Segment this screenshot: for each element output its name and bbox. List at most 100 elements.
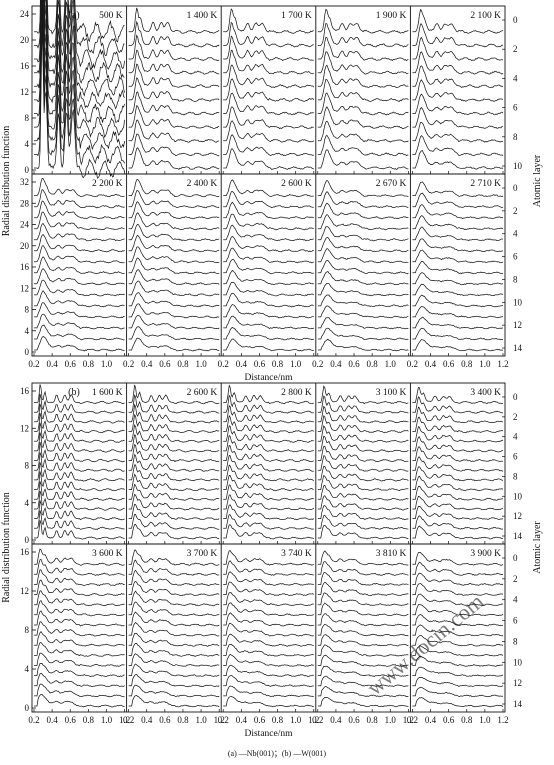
panel-1-row-0-layer-tick-1: 2 bbox=[513, 412, 518, 422]
panel-0-row-1-subplot-4-layer-10-curve bbox=[412, 226, 504, 242]
panel-1-row-1-subplot-2-layer-6-curve bbox=[223, 633, 314, 647]
panel-1-row-0-subplot-2-layer-2-curve bbox=[223, 504, 315, 521]
panel-1-row-0-subplot-1-layer-4-curve bbox=[128, 483, 220, 501]
panel-1-row-0-subplot-4-layer-14-curve bbox=[412, 387, 504, 405]
panel-0-row-1-layer-tick-4: 8 bbox=[513, 274, 518, 284]
panel-1-row-1-subplot-0-layer-9-curve bbox=[34, 600, 125, 617]
panel-0-row-1-subplot-3-layer-12-curve bbox=[317, 202, 409, 220]
panel-1-row-1-layer-tick-0: 0 bbox=[513, 553, 518, 563]
panel-1-row-0-subplot-3-layer-0-curve bbox=[317, 525, 409, 540]
panel-0-row-1-subplot-3 bbox=[317, 179, 409, 352]
panel-1-xlabel: Distance/nm bbox=[244, 729, 293, 739]
panel-1-row-0-layer-tick-4: 8 bbox=[513, 471, 518, 481]
panel-1-row-1-subplot-0-layer-7-curve bbox=[34, 621, 125, 637]
panel-0-row-0-subplot-1-layer-1-curve bbox=[128, 133, 220, 157]
panel-0-row-1-subplot-1-layer-14-curve bbox=[128, 178, 220, 198]
panel-1-row-1-subplot-1-layer-0-curve bbox=[128, 694, 220, 708]
panel-1-row-1-subplot-3-layer-5-curve bbox=[317, 644, 409, 657]
panel-0-row-0-layer-tick-5: 10 bbox=[513, 161, 523, 171]
panel-1-row-0-subplot-4-layer-3-curve bbox=[412, 495, 504, 511]
panel-0-row-0-subplot-0-layer-3-curve bbox=[34, 0, 125, 139]
panel-0-row-1-subplot-2 bbox=[223, 179, 315, 352]
panel-0-row-1-layer-tick-1: 2 bbox=[513, 206, 518, 216]
panel-1-row-0-subplot-4-layer-5-curve bbox=[412, 475, 504, 492]
panel-1-row-0-subplot-4-layer-1-curve bbox=[412, 515, 504, 530]
panel-0-subplot-1-xtick-label-0: 0.2 bbox=[123, 359, 134, 369]
panel-1-row-1-subplot-0-layer-0-curve bbox=[34, 694, 125, 708]
panel-0-row-0-subplot-4-layer-9-curve bbox=[412, 23, 504, 48]
panel-1-row-1-ytick-label-0: 0 bbox=[25, 703, 30, 713]
panel-1-row-1-ytick-label-1: 4 bbox=[25, 664, 30, 674]
panel-1-row-0-subplot-3-layer-1-curve bbox=[317, 514, 409, 530]
panel-1-row-0-subplot-2-layer-11-curve bbox=[223, 414, 314, 434]
panel-0-row-0-layer-tick-2: 4 bbox=[513, 73, 518, 83]
panel-1-row-0-subplot-2 bbox=[223, 384, 315, 540]
panel-0-row-1-subplot-4-layer-9-curve bbox=[412, 238, 504, 253]
panel-0-subplot-1-xtick-label-1: 0.4 bbox=[141, 359, 153, 369]
panel-1-subplot-3-xtick-label-0: 0.2 bbox=[312, 715, 323, 725]
panel-1-row-0-subplot-2-layer-4-curve bbox=[223, 484, 314, 501]
panel-1-subplot-3-xtick-label-5: 1.2 bbox=[403, 715, 414, 725]
panel-0-row-0-subplot-0-layer-1-curve bbox=[34, 8, 125, 166]
panel-0-subplot-0-xtick-label-3: 0.8 bbox=[83, 359, 95, 369]
panel-0-row-0-frame bbox=[31, 5, 506, 175]
panel-0-row-1-subplot-0-layer-12-curve bbox=[34, 200, 125, 220]
panel-0-row-1-subplot-0-layer-0-curve bbox=[34, 336, 125, 352]
panel-1-row-1-subplot-2 bbox=[223, 550, 315, 708]
panel-1-row-0-ytick-label-2: 8 bbox=[25, 461, 30, 471]
panel-1-row-0-subplot-2-layer-12-curve bbox=[223, 405, 314, 424]
panel-1-row-0-subplot-1-layer-12-curve bbox=[128, 403, 220, 424]
panel-0-row-0-ytick-label-3: 12 bbox=[20, 87, 29, 97]
panel-1-row-0-subplot-4-layer-6-curve bbox=[412, 466, 503, 482]
panel-1-row-0-temperature-label-2: 2 800 K bbox=[281, 388, 312, 398]
panel-1-subplot-0-xtick-label-2: 0.6 bbox=[65, 715, 77, 725]
panel-1-row-1-layer-tick-4: 8 bbox=[513, 636, 518, 646]
panel-0-row-1-ytick-label-8: 32 bbox=[20, 177, 29, 187]
panel-1-row-0-subplot-1-layer-9-curve bbox=[128, 434, 220, 453]
panel-0-row-1-subplot-4-layer-8-curve bbox=[412, 249, 504, 264]
panel-0-subplot-1-xtick-label-3: 0.8 bbox=[177, 359, 189, 369]
panel-1-row-0-layer-tick-0: 0 bbox=[513, 392, 518, 402]
panel-1-row-1-layer-tick-2: 4 bbox=[513, 595, 518, 605]
panel-1-subplot-0-xtick-label-1: 0.4 bbox=[46, 715, 58, 725]
panel-0-row-1-subplot-4-layer-2-curve bbox=[412, 316, 503, 330]
panel-1-row-0-temperature-label-0: 1 600 K bbox=[92, 388, 123, 398]
panel-1-row-1-subplot-3-layer-6-curve bbox=[317, 634, 409, 647]
panel-1-subplot-3-xtick-label-1: 0.4 bbox=[330, 715, 342, 725]
panel-0-row-1-subplot-0-layer-2-curve bbox=[34, 313, 125, 330]
panel-1-subplot-0-xtick-label-4: 1.0 bbox=[101, 715, 113, 725]
panel-0-row-0-ytick-label-5: 20 bbox=[20, 35, 30, 45]
panel-0-row-1-subplot-4-layer-14-curve bbox=[412, 181, 504, 198]
panel-1-row-0-subplot-0-layer-4-curve bbox=[34, 481, 125, 501]
panel-0-row-1-temperature-label-1: 2 400 K bbox=[187, 179, 218, 189]
panel-0-row-0-subplot-4-layer-1-curve bbox=[412, 135, 504, 157]
panel-0-row-0-ytick-label-2: 8 bbox=[25, 113, 30, 123]
panel-0-row-0-temperature-label-4: 2 100 K bbox=[470, 11, 501, 21]
panel-1-row-1-subplot-0-layer-8-curve bbox=[34, 610, 125, 627]
panel-0-row-1-ytick-label-3: 12 bbox=[20, 283, 29, 293]
panel-1-row-1-subplot-3 bbox=[317, 550, 409, 708]
panel-1-row-0-subplot-0-layer-6-curve bbox=[34, 462, 125, 482]
panel-1-row-0-subplot-1-layer-11-curve bbox=[128, 413, 220, 433]
panel-1-row-1-temperature-label-2: 3 740 K bbox=[281, 549, 312, 559]
panel-0-row-0-subplot-2-layer-0-curve bbox=[223, 148, 314, 170]
panel-0-row-0-subplot-1-layer-0-curve bbox=[128, 147, 220, 170]
panel-0-row-1-ytick-label-1: 4 bbox=[25, 326, 30, 336]
panel-0-row-1-subplot-3-layer-14-curve bbox=[317, 179, 409, 197]
panel-1-row-0-subplot-1-layer-14-curve bbox=[128, 384, 220, 405]
panel-0-row-1-subplot-0-layer-7-curve bbox=[34, 256, 125, 275]
panel-1-label: (b) bbox=[68, 387, 80, 398]
panel-1-row-0-subplot-3-layer-6-curve bbox=[317, 465, 409, 482]
panel-0-row-0-subplot-0-layer-4-curve bbox=[34, 0, 125, 123]
panel-0-row-0-layer-tick-4: 8 bbox=[513, 132, 518, 142]
panel-1-row-0-layer-tick-3: 6 bbox=[513, 452, 518, 462]
panel-0-row-1-subplot-3-layer-5-curve bbox=[317, 282, 409, 297]
panel-1-row-1-subplot-1-layer-5-curve bbox=[128, 643, 220, 657]
panel-0-row-1-subplot-1 bbox=[128, 178, 220, 352]
panel-0-row-1-subplot-1-layer-12-curve bbox=[128, 201, 220, 220]
panel-0-subplot-3-xtick-label-3: 0.8 bbox=[367, 359, 379, 369]
panel-1-subplot-1-xtick-label-5: 1.2 bbox=[214, 715, 225, 725]
panel-0-subplot-3-xtick-label-1: 0.4 bbox=[330, 359, 342, 369]
panel-0-row-1-subplot-3-layer-9-curve bbox=[317, 237, 409, 253]
panel-1-row-1-subplot-2-layer-13-curve bbox=[223, 560, 314, 576]
